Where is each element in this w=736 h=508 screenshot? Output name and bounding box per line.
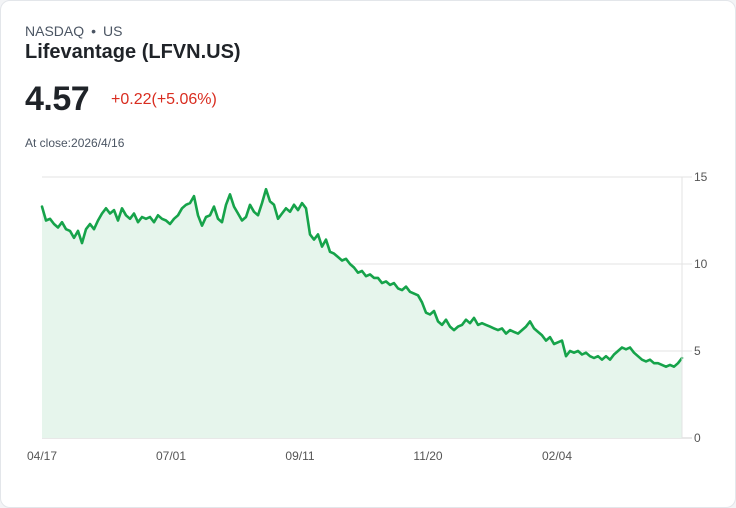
y-tick-label: 15 bbox=[694, 170, 708, 184]
exchange-line: NASDAQ • US bbox=[25, 23, 122, 39]
price-line bbox=[40, 187, 684, 368]
exchange-name: NASDAQ bbox=[25, 23, 85, 39]
y-tick-label: 5 bbox=[694, 344, 701, 358]
y-tick-label: 0 bbox=[694, 431, 701, 445]
x-tick-label: 07/01 bbox=[155, 449, 187, 463]
x-tick-label: 09/11 bbox=[285, 449, 315, 463]
price-change: +0.22(+5.06%) bbox=[111, 91, 217, 108]
current-price: 4.57 bbox=[25, 80, 90, 118]
y-tick-label: 10 bbox=[694, 257, 708, 271]
x-tick-label: 04/17 bbox=[26, 449, 58, 463]
y-axis-ticks: 0 5 10 15 bbox=[694, 170, 708, 445]
separator-dot: • bbox=[91, 23, 97, 39]
x-tick-label: 11/20 bbox=[413, 449, 443, 463]
region: US bbox=[103, 23, 123, 39]
x-tick-label: 02/04 bbox=[541, 449, 573, 463]
price-area-fill bbox=[42, 189, 682, 438]
close-date: At close:2026/4/16 bbox=[25, 136, 125, 150]
stock-title: Lifevantage (LFVN.US) bbox=[25, 41, 241, 63]
